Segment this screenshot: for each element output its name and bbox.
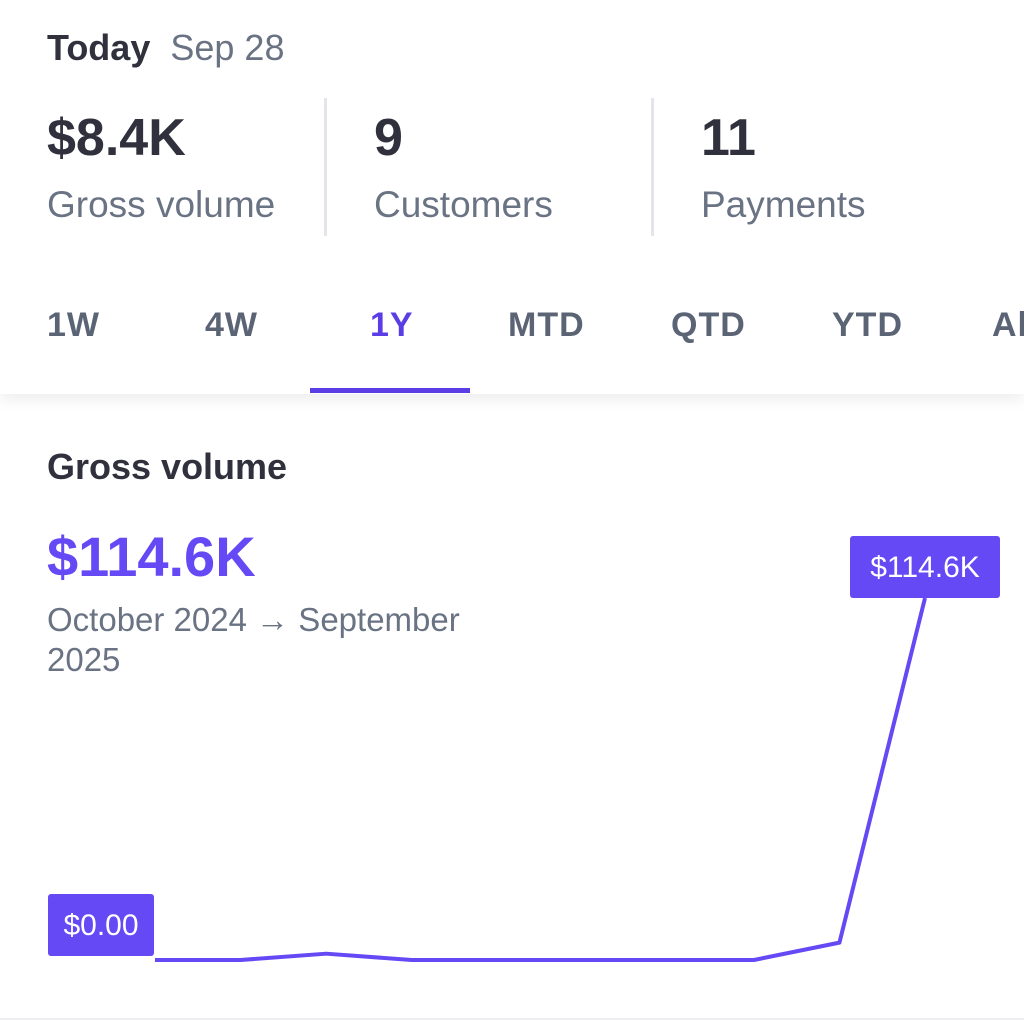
stat-label: Gross volume <box>47 184 276 225</box>
chart-total-value: $114.6K <box>47 525 256 588</box>
stat-label: Customers <box>374 184 553 225</box>
min-value-label-text: $0.00 <box>63 909 138 942</box>
chart-date-range: October 2024 → September 2025 <box>47 601 460 678</box>
min-value-label: $0.00 <box>48 894 154 956</box>
stat-label: Payments <box>701 184 866 225</box>
max-value-label: $114.6K <box>850 536 1000 598</box>
stat-divider <box>324 98 327 236</box>
summary-card: Today Sep 28 $8.4K Gross volume 9 Custom… <box>0 0 1024 394</box>
tab-ytd[interactable]: YTD <box>832 306 903 344</box>
tab-4w[interactable]: 4W <box>205 306 258 344</box>
tab-1y[interactable]: 1Y <box>370 306 414 344</box>
bottom-divider <box>0 1018 1024 1020</box>
stat-divider <box>651 98 654 236</box>
today-label: Today <box>47 27 151 68</box>
today-header: Today Sep 28 <box>47 26 284 70</box>
gross-volume-line-chart[interactable]: $0.00 $114.6K <box>0 394 1024 1024</box>
period-tabs: 1W 4W 1Y MTD QTD YTD All <box>0 298 1024 394</box>
stat-value: $8.4K <box>47 109 186 167</box>
gross-volume-chart-card: Gross volume $114.6K October 2024 → Sept… <box>0 394 1024 1024</box>
stat-value: 9 <box>374 109 403 167</box>
tab-all[interactable]: All <box>992 306 1024 344</box>
stats-row: $8.4K Gross volume 9 Customers 11 Paymen… <box>0 98 1024 236</box>
tab-1w[interactable]: 1W <box>47 306 100 344</box>
chart-section-title: Gross volume <box>47 446 288 487</box>
active-tab-indicator <box>310 388 470 393</box>
max-value-label-text: $114.6K <box>870 551 980 584</box>
tab-mtd[interactable]: MTD <box>508 306 585 344</box>
tab-qtd[interactable]: QTD <box>671 306 746 344</box>
stat-value: 11 <box>701 109 756 167</box>
today-date: Sep 28 <box>170 27 285 68</box>
series-line <box>155 597 927 962</box>
